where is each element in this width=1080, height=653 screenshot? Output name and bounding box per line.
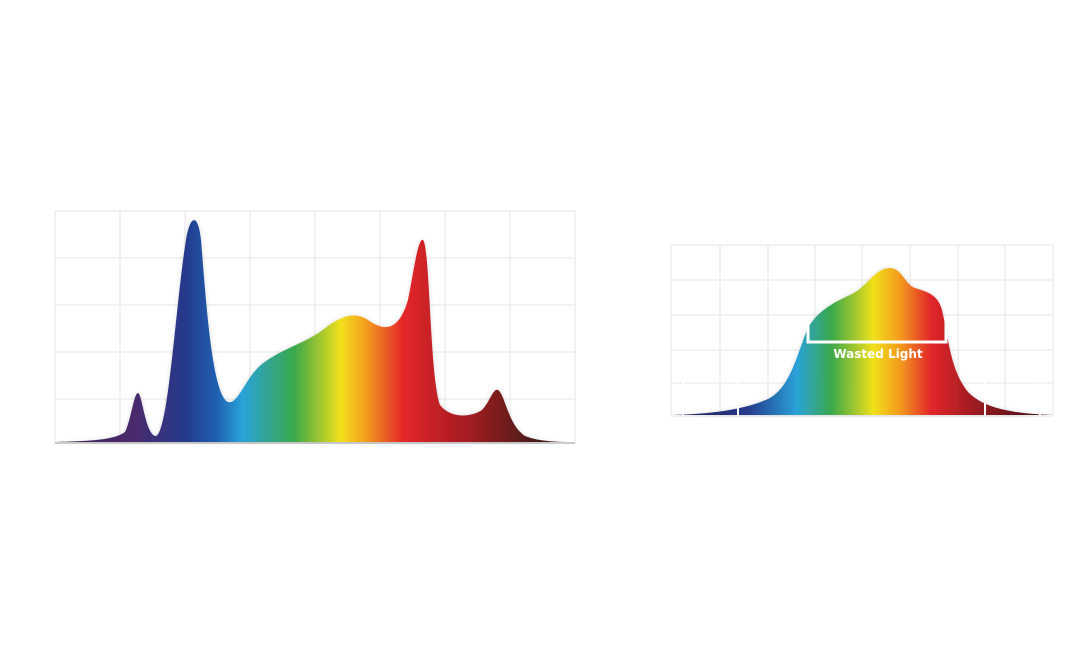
wasted-markers (682, 318, 1041, 416)
frame (670, 244, 1054, 417)
right-chart: Wasted Light (670, 244, 1054, 417)
left-chart (54, 210, 576, 444)
spectrum-curve (55, 220, 575, 442)
wasted-light-label: Wasted Light (833, 347, 923, 361)
